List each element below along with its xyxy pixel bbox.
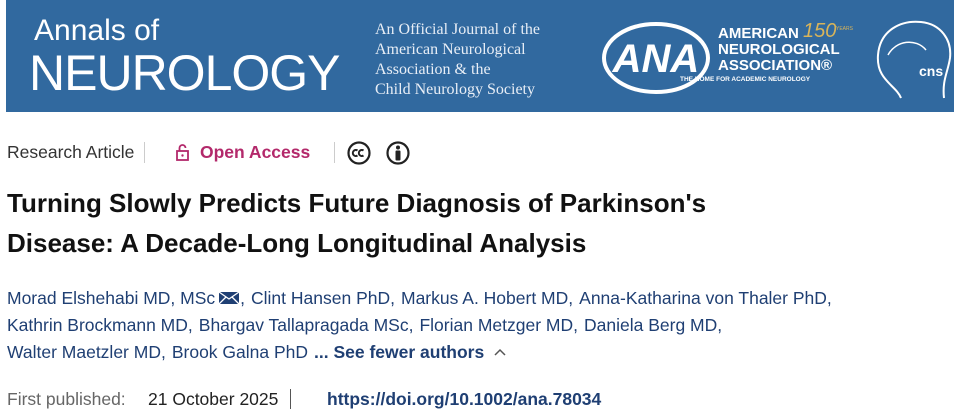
- license-icons[interactable]: [346, 140, 416, 166]
- author-line: Morad Elshehabi MD, MSc, Clint Hansen PhD…: [7, 285, 838, 312]
- author-separator: ,: [568, 288, 574, 308]
- journal-banner[interactable]: Annals of NEUROLOGY An Official Journal …: [6, 0, 954, 112]
- ana-line: NEUROLOGICAL: [718, 41, 840, 58]
- published-label: First published:: [7, 389, 126, 409]
- author-name[interactable]: Brook Galna PhD: [171, 342, 309, 362]
- email-icon[interactable]: [218, 291, 240, 305]
- anniversary: 150: [803, 20, 836, 42]
- author-name[interactable]: Anna-Katharina von Thaler PhD: [579, 288, 827, 308]
- author-separator: ,: [160, 342, 166, 362]
- tagline-list: An Official Journal of the American Neuro…: [375, 20, 540, 100]
- open-access[interactable]: Open Access: [200, 142, 336, 163]
- title-line: Disease: A Decade-Long Longitudinal Anal…: [7, 228, 587, 258]
- tagline-line: Child Neurology Society: [375, 81, 535, 98]
- author-name[interactable]: Florian Metzger MD: [419, 315, 574, 335]
- journal-name-large: NEUROLOGY: [29, 45, 341, 101]
- ana-motto: THE HOME FOR ACADEMIC NEUROLOGY: [680, 76, 811, 83]
- author-separator: ,: [240, 288, 246, 308]
- author-name[interactable]: Kathrin Brockmann MD: [7, 315, 188, 335]
- anniversary-unit: YEARS: [836, 26, 854, 32]
- article-title: Turning Slowly Predicts Future Diagnosis…: [7, 183, 706, 263]
- author-name[interactable]: Clint Hansen PhD: [251, 288, 391, 308]
- ana-abbr: ANA: [612, 37, 700, 81]
- journal-name-small: Annals of: [34, 14, 160, 47]
- author-separator: ,: [826, 288, 832, 308]
- author-separator: ,: [390, 288, 395, 308]
- title-line: Turning Slowly Predicts Future Diagnosis…: [7, 188, 707, 218]
- cns-label: cns: [919, 63, 943, 79]
- author-name[interactable]: Walter Maetzler MD: [7, 342, 161, 362]
- author-name[interactable]: Markus A. Hobert MD: [401, 288, 569, 308]
- toggle-authors[interactable]: ... See fewer authors: [314, 342, 485, 362]
- author-separator: ,: [573, 315, 578, 335]
- article-type: Research Article: [7, 142, 146, 163]
- author-name[interactable]: Bhargav Tallapragada MSc: [198, 315, 409, 335]
- author-list: Morad Elshehabi MD, MSc, Clint Hansen PhD…: [7, 285, 838, 366]
- ana-line: ASSOCIATION®: [718, 57, 832, 74]
- author-separator: ,: [408, 315, 414, 335]
- author-name[interactable]: Daniela Berg MD: [584, 315, 718, 335]
- cns-head-detail: [887, 41, 927, 56]
- ana-line: AMERICAN: [718, 25, 799, 42]
- tagline-line: American Neurological: [375, 41, 526, 58]
- author-line: Kathrin Brockmann MD, Bhargav Tallapragad…: [7, 312, 838, 339]
- chevron-up[interactable]: [490, 346, 510, 358]
- author-separator: ,: [717, 315, 723, 335]
- author-name[interactable]: Morad Elshehabi MD, MSc: [7, 288, 216, 308]
- cns-head: [876, 20, 952, 99]
- tagline-line: An Official Journal of the: [375, 21, 540, 38]
- author-separator: ,: [187, 315, 193, 335]
- published-date: 21 October 2025: [148, 389, 292, 409]
- doi-link[interactable]: https://doi.org/10.1002/ana.78034: [327, 389, 602, 409]
- lock-icon: [176, 144, 189, 161]
- logos: ANA AMERICAN NEUROLOGICAL ASSOCIATION® 1…: [602, 20, 952, 99]
- author-line: Walter Maetzler MD, Brook Galna PhD... Se…: [7, 339, 838, 366]
- tagline-line: Association & the: [375, 61, 491, 78]
- ana-oval: [602, 22, 710, 94]
